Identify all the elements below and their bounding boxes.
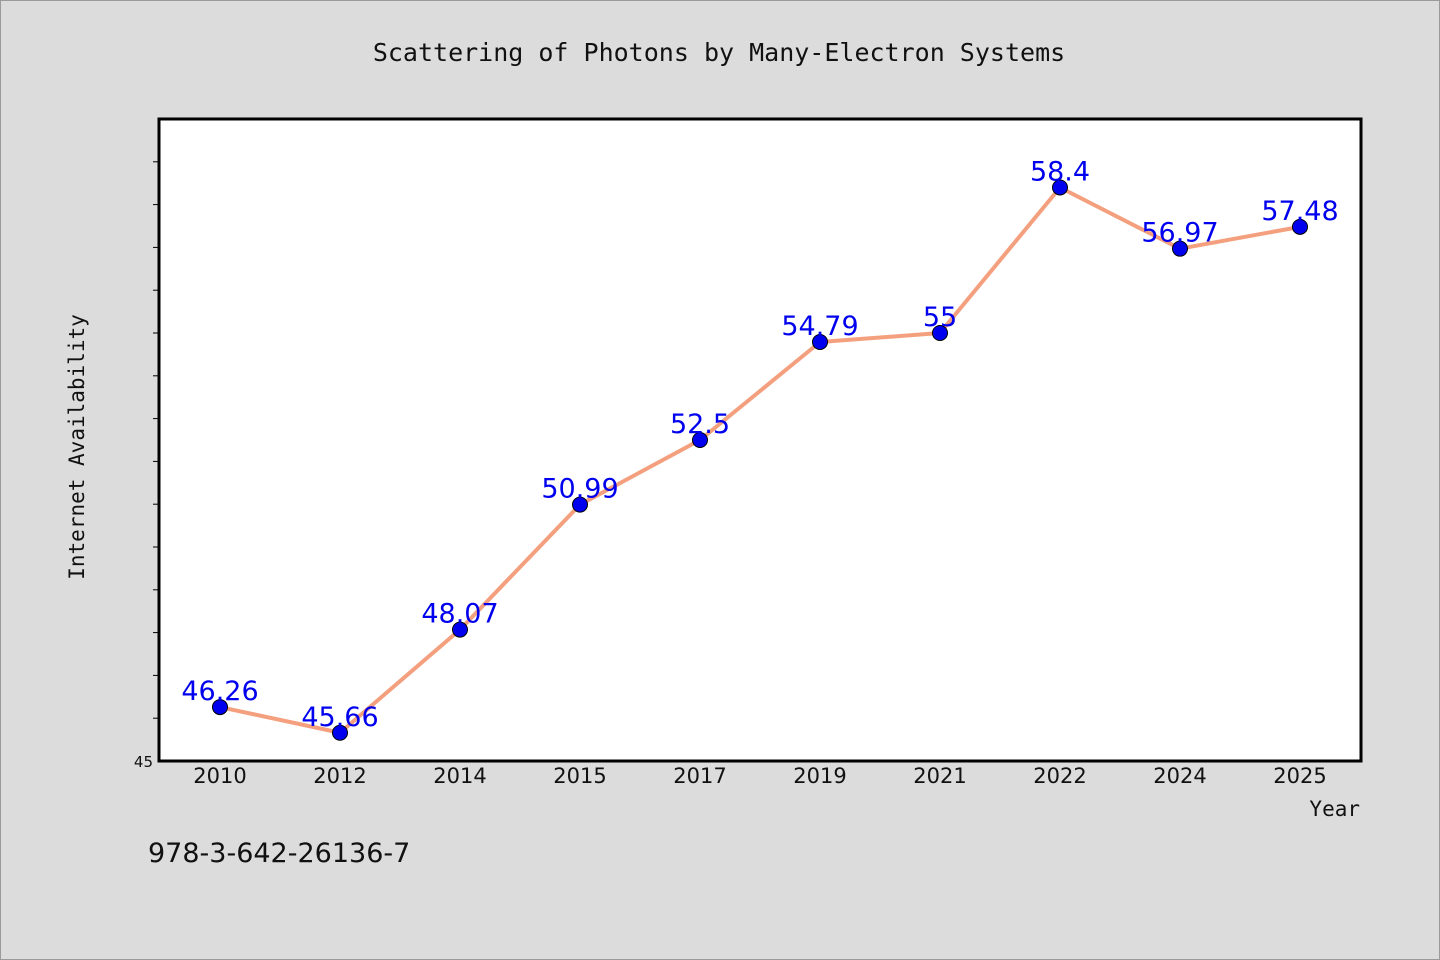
series-line [219, 185, 1301, 735]
x-tick-label: 2015 [553, 764, 606, 788]
data-point [572, 496, 588, 513]
plot-area [157, 117, 1363, 763]
data-point [332, 724, 348, 741]
chart-title: Scattering of Photons by Many-Electron S… [373, 38, 1065, 67]
data-point [1292, 218, 1308, 235]
x-tick-label: 2017 [673, 764, 726, 788]
x-tick-label: 2014 [433, 764, 486, 788]
data-label: 45.66 [301, 702, 378, 733]
x-tick-label: 2019 [793, 764, 846, 788]
data-label: 48.07 [421, 599, 498, 630]
data-label: 50.99 [541, 474, 618, 505]
data-point [932, 325, 948, 341]
x-tick-label: 2012 [313, 764, 366, 788]
data-point [1172, 240, 1188, 257]
y-axis-ticks [153, 161, 159, 719]
data-label: 46.26 [181, 676, 258, 707]
data-point [692, 432, 708, 448]
x-tick-label: 2010 [193, 764, 246, 788]
footer-text: 978-3-642-26136-7 [148, 838, 410, 869]
x-tick-label: 2022 [1033, 764, 1086, 788]
data-label: 52.5 [670, 409, 730, 440]
x-axis-label: Year [1309, 797, 1360, 821]
data-point [812, 333, 828, 350]
y-axis-label: Internet Availability [65, 314, 89, 580]
data-point [452, 621, 468, 638]
data-label: 57.48 [1261, 196, 1338, 227]
x-tick-label: 2021 [913, 764, 966, 788]
data-label: 54.79 [781, 311, 858, 342]
data-label: 55 [923, 302, 957, 333]
data-point [1052, 179, 1068, 196]
data-label: 56.97 [1141, 218, 1218, 249]
y-tick-label: 45 [134, 753, 153, 771]
data-label: 58.4 [1030, 156, 1090, 187]
series-layer: 46.26 45.66 48.07 50.99 52.5 54.79 55 58.4 56.97… [181, 156, 1339, 741]
x-tick-label: 2025 [1273, 764, 1326, 788]
data-point [212, 699, 228, 716]
x-tick-label: 2024 [1153, 764, 1206, 788]
x-axis-tick-labels: 2010 2012 2014 2015 2017 2019 2021 2022 2024 2025 [193, 764, 1326, 788]
